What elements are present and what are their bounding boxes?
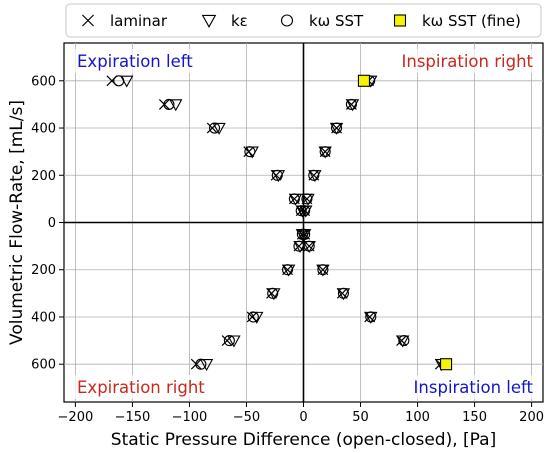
k-omega-sst-fine-marker: [440, 358, 453, 371]
y-tick-label: 600: [31, 74, 56, 89]
k-omega-sst-marker: [365, 311, 377, 323]
y-axis-label: Volumetric Flow-Rate, [mL/s]: [7, 100, 27, 345]
quadrant-labels: Expiration left Inspiration right Expirati…: [73, 49, 537, 399]
k-omega-sst-marker: [317, 264, 329, 276]
k-epsilon-marker: [199, 359, 214, 372]
k-omega-sst-marker: [337, 287, 349, 299]
legend-label: kω SST: [309, 12, 364, 30]
quadrant-label-backdrop: [379, 49, 537, 73]
k-epsilon-marker: [169, 99, 183, 112]
k-omega-sst-marker: [398, 335, 410, 347]
legend-k-epsilon-marker: [201, 14, 217, 28]
k-omega-sst-marker: [208, 122, 221, 134]
k-epsilon-marker: [212, 122, 226, 135]
k-epsilon-marker: [227, 335, 241, 348]
y-tick-label: 200: [31, 169, 56, 184]
legend: laminar kε kω SST kω SST (fine): [65, 3, 542, 38]
k-omega-sst-marker: [301, 193, 313, 205]
x-axis-label: Static Pressure Difference (open-closed)…: [111, 430, 496, 450]
markers: [106, 74, 453, 372]
legend-k-omega-sst-fine-marker: [393, 14, 407, 27]
k-omega-sst-marker: [319, 146, 331, 158]
laminar-marker: [221, 335, 233, 347]
y-tick-label: 0: [48, 216, 56, 231]
k-omega-sst-marker: [299, 205, 311, 217]
quadrant-label: Inspiration left: [414, 378, 534, 397]
legend-k-omega-sst-marker: [280, 14, 294, 27]
k-omega-sst-marker: [299, 228, 311, 240]
x-tick-label: −50: [233, 410, 260, 425]
x-tick-label: −100: [172, 410, 208, 425]
legend-label: kε: [231, 12, 248, 30]
k-omega-sst-marker: [244, 146, 256, 158]
k-omega-sst-marker: [288, 193, 300, 205]
quadrant-label-backdrop: [379, 375, 537, 399]
k-omega-sst-marker: [195, 358, 207, 370]
x-tick-label: 50: [352, 410, 369, 425]
k-omega-sst-marker: [223, 335, 235, 347]
x-tick-label: 200: [519, 410, 544, 425]
y-tick-label: 400: [31, 310, 56, 325]
k-omega-sst-marker: [331, 122, 343, 134]
ticks: −200 −150 −100 −50 0 50 100 150 200 600 400 200 0 200…: [31, 74, 544, 425]
k-omega-sst-marker: [295, 205, 307, 217]
x-tick-label: 150: [462, 410, 487, 425]
quadrant-label-backdrop: [73, 375, 231, 399]
quadrant-label: Expiration right: [77, 378, 205, 397]
legend-label: kω SST (fine): [422, 12, 521, 30]
quadrant-label: Expiration left: [77, 52, 193, 71]
y-tick-label: 600: [31, 358, 56, 373]
quadrant-label: Inspiration right: [402, 52, 534, 71]
x-tick-label: −200: [58, 410, 94, 425]
y-tick-label: 200: [31, 263, 56, 278]
k-omega-sst-marker: [163, 98, 175, 110]
k-omega-sst-marker: [113, 75, 125, 87]
k-omega-sst-marker: [267, 287, 279, 299]
k-epsilon-marker: [250, 311, 264, 324]
k-omega-sst-marker: [271, 169, 283, 181]
k-omega-sst-marker: [308, 169, 320, 181]
legend-label: laminar: [110, 12, 168, 30]
x-tick-label: −150: [115, 410, 151, 425]
legend-laminar-marker: [82, 14, 94, 27]
x-tick-label: 0: [299, 410, 307, 425]
quadrant-label-backdrop: [73, 49, 231, 73]
legend-box: [65, 3, 542, 38]
k-omega-sst-marker: [247, 311, 259, 323]
k-omega-sst-fine-marker: [357, 74, 370, 87]
k-omega-sst-marker: [281, 264, 294, 276]
k-omega-sst-marker: [345, 98, 357, 110]
laminar-marker: [206, 122, 218, 134]
y-tick-label: 400: [31, 122, 56, 137]
x-tick-label: 100: [405, 410, 430, 425]
k-omega-sst-marker: [303, 240, 315, 252]
zero-axes: [64, 43, 543, 402]
